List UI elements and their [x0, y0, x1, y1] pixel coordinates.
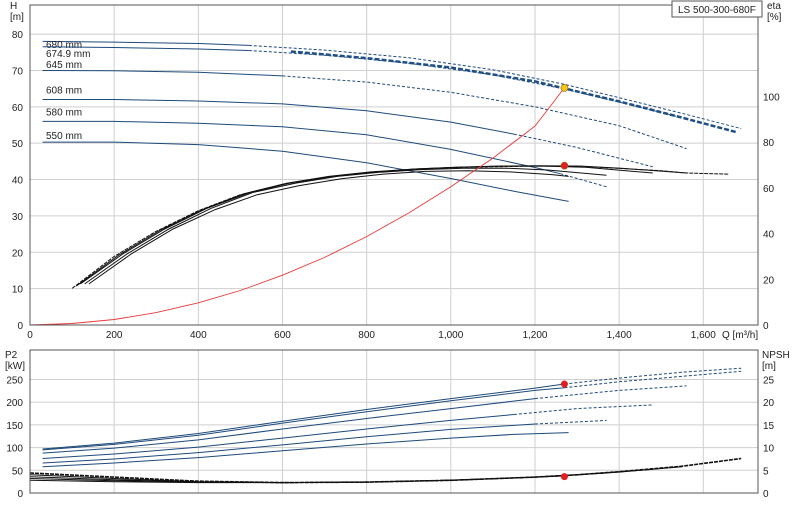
bottom-ytick-right: 20: [763, 398, 775, 409]
bottom-ylabel-left: P2 [kW]: [5, 350, 25, 372]
head-curve-extension: [282, 75, 687, 150]
duty-eta-point: [560, 161, 569, 170]
bottom-ytick-right: 15: [763, 421, 775, 432]
bottom-ytick-right: 10: [763, 444, 775, 455]
power-curve: [42, 383, 565, 450]
bottom-ytick-left: 100: [6, 444, 23, 455]
top-ylabel-left: H [m]: [10, 1, 24, 23]
bottom-ytick-left: 150: [6, 421, 23, 432]
power-curve-extension: [534, 419, 607, 425]
top-xtick-label: 0: [27, 330, 33, 341]
bottom-ylabel-right: NPSH [m]: [762, 350, 790, 372]
efficiency-curve: [71, 165, 729, 289]
top-ytick-right: 80: [763, 138, 775, 149]
top-ytick-left: 80: [12, 30, 24, 41]
bottom-ytick-left: 200: [6, 398, 23, 409]
head-curve-extension: [248, 44, 742, 130]
top-ytick-right: 20: [763, 275, 775, 286]
impeller-diameter-label: 550 mm: [46, 131, 82, 142]
top-xtick-label: 200: [106, 330, 123, 341]
impeller-diameter-label: 608 mm: [46, 85, 82, 96]
power-curve-extension: [564, 370, 742, 389]
impeller-diameter-label: 580 mm: [46, 107, 82, 118]
power-curve-extension: [534, 385, 687, 400]
head-curve: [42, 40, 249, 46]
efficiency-curve: [80, 165, 653, 285]
power-curve: [42, 387, 565, 451]
efficiency-curve: [84, 167, 607, 285]
npsh-curve: [29, 475, 569, 484]
duty-npsh-point: [560, 473, 568, 481]
head-curve: [42, 120, 561, 175]
duty-head-point: [560, 84, 569, 92]
head-curve: [42, 46, 249, 51]
power-curve: [42, 414, 514, 459]
power-curve-extension: [513, 404, 653, 415]
impeller-diameter-label: 674.9 mm: [46, 49, 90, 60]
bottom-ytick-left: 50: [12, 466, 24, 477]
model-title: LS 500-300-680F: [678, 5, 756, 16]
duty-power-point: [560, 380, 568, 388]
power-curve: [42, 423, 536, 464]
bottom-panel-grid: [29, 350, 758, 494]
power-curve-extension: [564, 367, 742, 385]
bottom-ytick-right: 25: [763, 376, 775, 387]
head-curve: [42, 141, 569, 202]
top-ytick-left: 40: [12, 176, 24, 187]
top-panel-ticks: 0 200 400 600 800 1,000 1,200 1,400 1,6000102030…: [12, 30, 780, 341]
head-curve-extension: [248, 50, 683, 119]
bottom-ytick-right: 0: [763, 489, 769, 500]
bottom-panel-ticks: 0 50 100 150 200 250 0 5 10 15 20 25: [6, 376, 774, 500]
top-ytick-left: 20: [12, 248, 24, 259]
head-curve: [42, 70, 283, 77]
top-ytick-left: 50: [12, 139, 24, 150]
top-ytick-left: 10: [12, 285, 24, 296]
bottom-ytick-left: 250: [6, 376, 23, 387]
bottom-ytick-right: 5: [763, 466, 769, 477]
system-curve: [29, 87, 565, 326]
top-panel-frame: [29, 4, 759, 326]
head-curve-selected: [290, 50, 738, 134]
power-curve: [42, 398, 536, 454]
top-xtick-label: 1,200: [522, 330, 547, 341]
impeller-diameter-label: 645 mm: [46, 60, 82, 71]
top-xtick-label: 1,600: [691, 330, 716, 341]
top-ytick-right: 0: [763, 321, 769, 332]
top-ytick-right: 60: [763, 184, 775, 195]
bottom-panel-curves: [29, 367, 742, 484]
top-xtick-label: 800: [358, 330, 375, 341]
top-ytick-left: 60: [12, 103, 24, 114]
head-curve-extension: [513, 133, 653, 168]
model-title-box: [671, 0, 763, 18]
head-curve: [42, 99, 514, 135]
power-curve: [42, 432, 569, 468]
top-xlabel: Q [m³/h]: [722, 330, 758, 341]
bottom-ytick-left: 0: [17, 489, 23, 500]
top-xtick-label: 1,400: [607, 330, 632, 341]
bottom-panel-frame: [29, 349, 759, 494]
top-panel-grid: [29, 5, 758, 326]
top-ytick-left: 30: [12, 212, 24, 223]
head-curve-extension: [560, 173, 607, 188]
top-ylabel-right: eta [%]: [767, 1, 782, 23]
efficiency-curve: [88, 170, 569, 285]
top-xtick-label: 1,000: [438, 330, 463, 341]
top-xtick-label: 400: [190, 330, 207, 341]
top-xtick-label: 600: [274, 330, 291, 341]
top-ytick-left: 70: [12, 66, 24, 77]
top-ytick-left: 0: [17, 321, 23, 332]
top-ytick-right: 100: [763, 92, 780, 103]
impeller-diameter-label: 680 mm: [46, 40, 82, 51]
top-ytick-right: 40: [763, 230, 775, 241]
